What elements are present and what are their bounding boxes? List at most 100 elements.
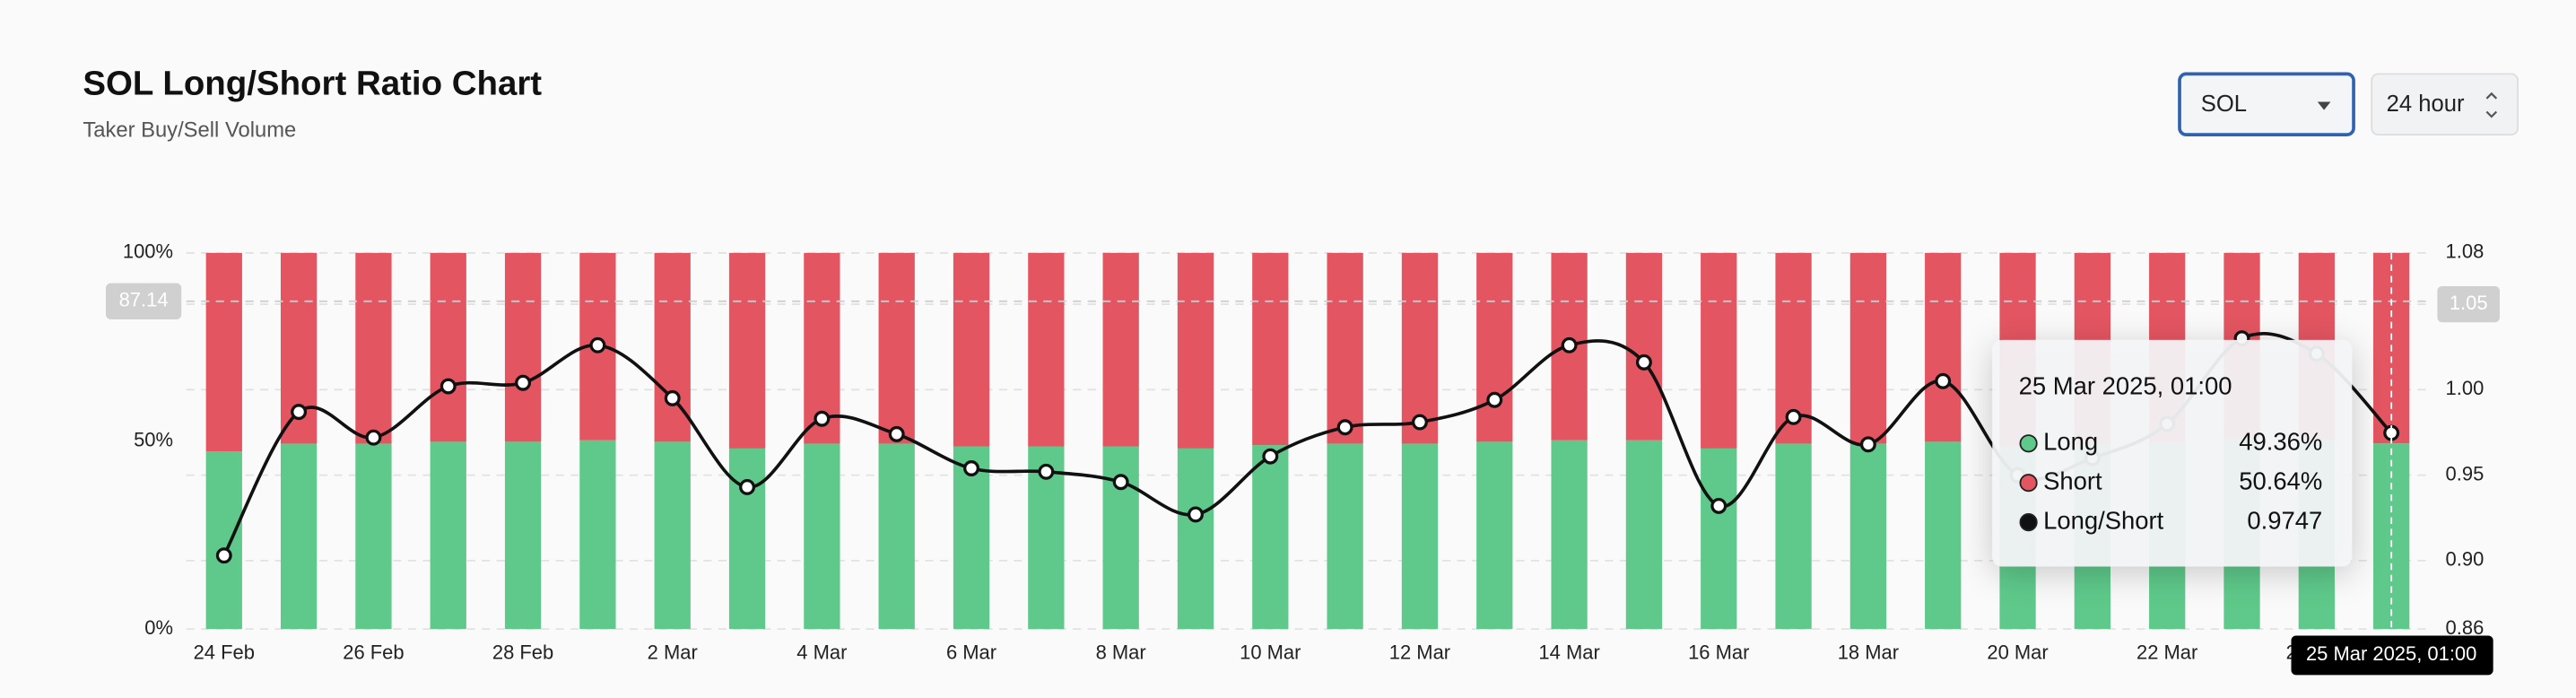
- bar-long: [1551, 440, 1588, 630]
- tooltip-swatch: [2019, 474, 2038, 493]
- bar-long: [1775, 443, 1812, 630]
- bar-short: [953, 252, 990, 447]
- tooltip-value: 0.9747: [2247, 506, 2322, 534]
- bar-long: [1401, 443, 1439, 630]
- x-crosshair-label: 25 Mar 2025, 01:00: [2306, 642, 2476, 665]
- y-tick-label: 100%: [123, 240, 173, 263]
- bar-short: [1476, 252, 1513, 442]
- bar-long: [1252, 445, 1289, 630]
- x-tick-label: 18 Mar: [1838, 641, 1899, 663]
- tooltip-box: [1992, 339, 2353, 567]
- ratio-point: [291, 404, 308, 421]
- crosshair-badge: [105, 283, 182, 319]
- bar-long: [878, 443, 915, 630]
- ratio-point: [1635, 353, 1652, 371]
- tooltip-value: 49.36%: [2239, 428, 2322, 456]
- bar-long: [579, 440, 616, 630]
- bar-short: [728, 252, 766, 449]
- bar-short: [1102, 252, 1139, 447]
- bar-short: [430, 252, 466, 442]
- plot: 0% 50% 100% 0.86 0.90 0.95 1.00 1.05 1.08 24 Feb 2…: [105, 240, 2500, 676]
- ratio-point: [1486, 391, 1503, 408]
- ratio-point: [1859, 436, 1876, 453]
- x-tick-label: 2 Mar: [648, 641, 698, 663]
- bar-long: [1476, 441, 1513, 630]
- x-tick-label: 10 Mar: [1240, 641, 1301, 663]
- select-box[interactable]: [2371, 73, 2519, 136]
- bar-long: [1327, 443, 1363, 630]
- select-value[interactable]: SOL: [2201, 92, 2247, 117]
- crosshair-badge: [2437, 285, 2500, 323]
- tooltip-name: Long: [2043, 428, 2098, 456]
- bar-long: [1177, 448, 1214, 630]
- x-tick-label: 4 Mar: [796, 641, 847, 663]
- x-tick-label: 28 Feb: [492, 641, 553, 663]
- ratio-point: [365, 429, 382, 446]
- ratio-point: [515, 374, 532, 391]
- crosshair-label: 87.14: [119, 289, 169, 311]
- bar-short: [1625, 252, 1663, 441]
- bar-short: [1327, 252, 1363, 444]
- bar-long: [654, 441, 691, 630]
- bar-long: [205, 451, 242, 630]
- ratio-point: [963, 460, 979, 476]
- bar-short: [1028, 252, 1065, 447]
- tooltip-name: Short: [2043, 467, 2102, 494]
- select-box[interactable]: [2178, 72, 2355, 136]
- tooltip: 25 Mar 2025, 01:00 Long 49.36% Short 50.64% L…: [1992, 339, 2353, 567]
- page-title: SOL Long/Short Ratio Chart: [83, 64, 542, 102]
- bar-long: [1849, 443, 1887, 630]
- tooltip-swatch: [2019, 513, 2038, 532]
- bar-short: [355, 252, 392, 444]
- x-crosshair-badge: [2291, 635, 2493, 676]
- bar-long: [504, 441, 542, 630]
- crosshair-label: 1.05: [2450, 292, 2488, 314]
- tooltip-swatch: [2019, 434, 2038, 453]
- ratio-point: [1935, 372, 1952, 389]
- bar-short: [1252, 252, 1289, 446]
- ratio-point: [888, 425, 905, 442]
- subtitle: Taker Buy/Sell Volume: [83, 118, 296, 143]
- bar-short: [205, 252, 242, 452]
- bar-long: [1925, 441, 1962, 630]
- bar-long: [355, 443, 392, 630]
- bar-long: [280, 443, 318, 630]
- ratio-point: [739, 478, 756, 495]
- bar-long: [953, 446, 990, 630]
- tooltip-title: 25 Mar 2025, 01:00: [2019, 371, 2232, 399]
- ratio-point: [1336, 419, 1353, 436]
- interval-select[interactable]: 24 hour: [2371, 73, 2519, 136]
- y2-tick-label: 0.90: [2446, 548, 2485, 571]
- symbol-select[interactable]: SOL: [2178, 72, 2355, 136]
- y2-tick-label: 0.95: [2446, 462, 2485, 484]
- y2-tick-label: 1.00: [2446, 377, 2485, 399]
- bar-short: [1925, 252, 1962, 442]
- bar-short: [878, 252, 915, 444]
- caret: [2317, 101, 2331, 110]
- y2-tick-label: 1.08: [2446, 240, 2485, 263]
- ratio-point: [1112, 474, 1129, 491]
- tooltip-value: 50.64%: [2239, 467, 2322, 494]
- ratio-point: [1710, 497, 1727, 514]
- tooltip-name: Long/Short: [2043, 506, 2164, 534]
- bar-long: [430, 441, 466, 630]
- bar-short: [1701, 252, 1737, 449]
- bar-short: [1177, 252, 1214, 449]
- bar-long: [804, 443, 840, 630]
- select-value[interactable]: 24 hour: [2387, 92, 2465, 117]
- y2-tick-label: 0.86: [2446, 616, 2485, 639]
- bar-long: [1701, 448, 1737, 630]
- x-tick-label: 24 Feb: [194, 641, 255, 663]
- ratio-point: [1262, 448, 1279, 465]
- ratio-point: [215, 547, 232, 564]
- ratio-point: [1785, 408, 1802, 425]
- x-tick-label: 20 Mar: [1987, 641, 2048, 663]
- ratio-point: [439, 378, 457, 395]
- ratio-point: [1411, 414, 1428, 431]
- x-tick-label: 22 Mar: [2137, 641, 2197, 663]
- bar-short: [504, 252, 542, 442]
- bar-short: [1401, 252, 1439, 444]
- bar-long: [728, 448, 766, 630]
